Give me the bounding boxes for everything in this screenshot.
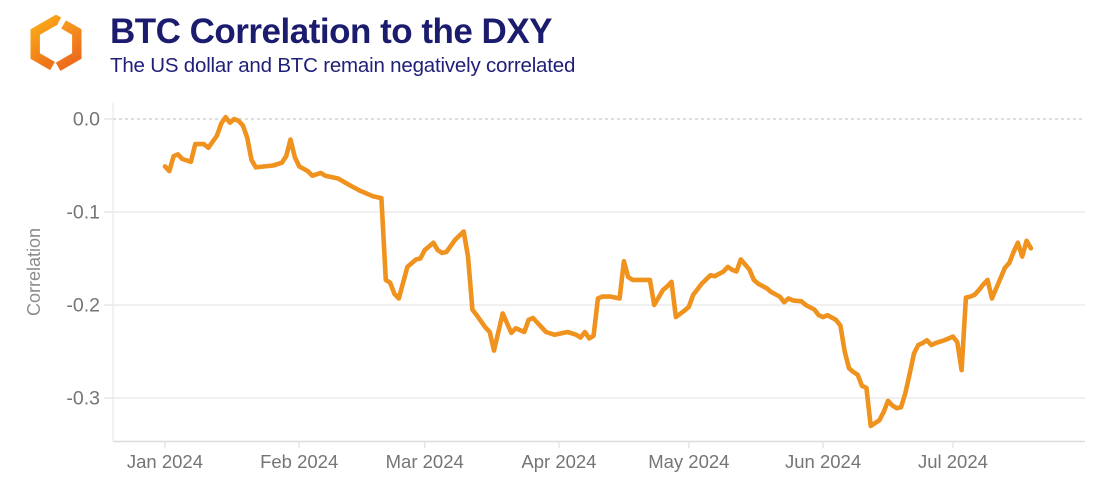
page-subtitle: The US dollar and BTC remain negatively … bbox=[110, 53, 576, 77]
brand-logo-icon bbox=[27, 14, 85, 74]
y-tick-label: -0.1 bbox=[66, 202, 100, 224]
y-tick-label: 0.0 bbox=[73, 109, 100, 131]
chart-header: BTC Correlation to the DXY The US dollar… bbox=[27, 12, 576, 78]
y-tick-label: -0.2 bbox=[66, 295, 100, 317]
x-tick-label: Jul 2024 bbox=[918, 451, 988, 472]
x-tick-label: Mar 2024 bbox=[386, 451, 464, 472]
x-tick-label: Feb 2024 bbox=[260, 451, 338, 472]
x-tick-label: Apr 2024 bbox=[521, 451, 596, 472]
page-title: BTC Correlation to the DXY bbox=[110, 12, 553, 51]
y-tick-label: -0.3 bbox=[66, 388, 100, 410]
x-tick-label: Jun 2024 bbox=[785, 451, 861, 472]
x-tick-label: Jan 2024 bbox=[127, 451, 203, 472]
correlation-line bbox=[162, 114, 1034, 429]
x-tick-label: May 2024 bbox=[648, 451, 729, 472]
title-block: BTC Correlation to the DXY The US dollar… bbox=[110, 12, 576, 78]
y-axis-title: Correlation bbox=[24, 228, 44, 316]
